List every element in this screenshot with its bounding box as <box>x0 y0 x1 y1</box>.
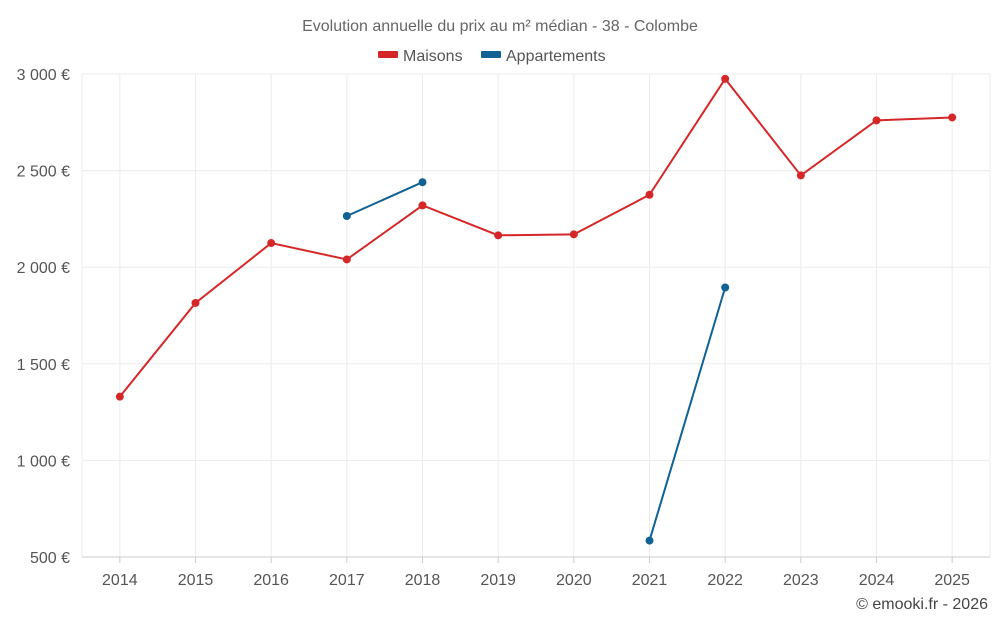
x-tick-label: 2014 <box>102 572 138 589</box>
x-tick-label: 2021 <box>632 572 668 589</box>
x-tick-label: 2018 <box>405 572 441 589</box>
data-point-maisons[interactable] <box>494 231 503 240</box>
y-tick-label: 3 000 € <box>17 67 70 84</box>
legend-swatch-maisons <box>378 51 398 58</box>
data-point-appartements[interactable] <box>418 178 427 187</box>
chart-title: Evolution annuelle du prix au m² médian … <box>302 18 698 35</box>
series-line-maisons <box>119 77 953 398</box>
data-point-appartements[interactable] <box>721 283 730 292</box>
legend-label-maisons: Maisons <box>403 48 463 65</box>
series-layer <box>115 74 957 545</box>
x-tick-label: 2017 <box>329 572 365 589</box>
x-tick-label: 2015 <box>178 572 214 589</box>
legend-item-appartements[interactable]: Appartements <box>481 48 606 65</box>
y-tick-label: 500 € <box>30 550 70 567</box>
data-point-maisons[interactable] <box>418 201 427 210</box>
data-point-maisons[interactable] <box>191 298 200 307</box>
x-tick-label: 2019 <box>480 572 516 589</box>
legend: Maisons Appartements <box>378 48 606 65</box>
y-tick-label: 2 000 € <box>17 260 70 277</box>
data-point-maisons[interactable] <box>796 171 805 180</box>
data-point-appartements[interactable] <box>342 212 351 221</box>
x-tick-label: 2024 <box>859 572 895 589</box>
y-axis: 500 € 1 000 € 1 500 € 2 000 € 2 500 € 3 000 € <box>17 67 70 567</box>
x-tick-label: 2023 <box>783 572 819 589</box>
series-line-appartements <box>346 181 423 217</box>
data-point-maisons[interactable] <box>948 113 957 122</box>
y-tick-label: 1 000 € <box>17 453 70 470</box>
legend-swatch-appartements <box>481 51 501 58</box>
data-point-maisons[interactable] <box>115 392 124 401</box>
gridlines <box>81 73 991 558</box>
data-point-maisons[interactable] <box>872 116 881 125</box>
x-tick-label: 2025 <box>934 572 970 589</box>
series-line-appartements <box>648 287 727 541</box>
x-axis: 2014 2015 2016 2017 2018 2019 2020 2021 2022 2023… <box>82 556 990 589</box>
y-tick-label: 1 500 € <box>17 357 70 374</box>
legend-label-appartements: Appartements <box>506 48 606 65</box>
y-tick-label: 2 500 € <box>17 164 70 181</box>
data-point-maisons[interactable] <box>342 255 351 264</box>
credit-text: © emooki.fr - 2026 <box>856 596 988 613</box>
x-tick-label: 2020 <box>556 572 592 589</box>
data-point-maisons[interactable] <box>645 190 654 199</box>
data-point-maisons[interactable] <box>721 74 730 83</box>
x-tick-label: 2016 <box>253 572 289 589</box>
legend-item-maisons[interactable]: Maisons <box>378 48 463 65</box>
data-point-maisons[interactable] <box>267 239 276 248</box>
data-point-maisons[interactable] <box>569 230 578 239</box>
x-tick-label: 2022 <box>707 572 743 589</box>
data-point-appartements[interactable] <box>645 536 654 545</box>
